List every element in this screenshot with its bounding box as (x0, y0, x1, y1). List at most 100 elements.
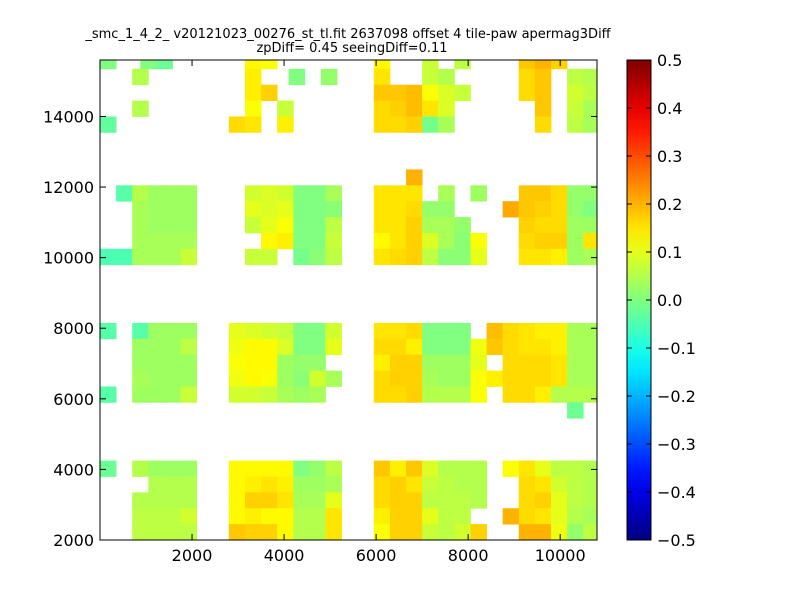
heatmap-cell (148, 338, 165, 356)
heatmap-cell (454, 508, 471, 525)
x-tick-label: 4000 (264, 546, 305, 565)
heatmap-cell (422, 524, 439, 541)
heatmap-cell (325, 322, 342, 340)
x-tick-label: 8000 (448, 546, 489, 565)
heatmap-cell (116, 185, 133, 202)
heatmap-cell (373, 508, 391, 525)
heatmap-cell (293, 524, 310, 541)
x-tick-label: 10000 (535, 546, 586, 565)
heatmap-cell (261, 248, 278, 266)
heatmap-cell (293, 476, 310, 493)
heatmap-cell (277, 338, 294, 356)
heatmap-cell (261, 492, 278, 509)
heatmap-cell (389, 201, 407, 218)
heatmap-cell (454, 217, 471, 234)
heatmap-cell (502, 370, 520, 387)
heatmap-cell (293, 492, 310, 509)
heatmap-cell (261, 460, 278, 477)
heatmap-cell (389, 84, 407, 101)
heatmap-cell (406, 492, 423, 509)
heatmap-cell (244, 248, 262, 266)
heatmap-cell (244, 476, 262, 493)
heatmap-cell (389, 508, 407, 525)
heatmap-cell (534, 524, 552, 541)
colorbar-tick-label: 0.5 (657, 51, 682, 70)
heatmap-cell (567, 116, 584, 133)
heatmap-cell (228, 524, 246, 541)
heatmap-cell (293, 232, 310, 250)
heatmap-cell (180, 460, 198, 477)
heatmap-cell (148, 248, 165, 266)
heatmap-cell (438, 338, 455, 356)
heatmap-cell (373, 60, 391, 70)
heatmap-cell (277, 116, 294, 133)
heatmap-cell (518, 84, 536, 101)
heatmap-cell (518, 217, 536, 234)
heatmap-cell (583, 217, 598, 234)
heatmap-cell (583, 354, 598, 371)
heatmap-cell (518, 492, 536, 509)
heatmap-cell (325, 508, 342, 525)
heatmap-cell (454, 322, 471, 340)
heatmap-cell (100, 116, 117, 133)
heatmap-cell (164, 370, 181, 387)
colorbar-tick-label: 0.0 (657, 291, 682, 310)
heatmap-cell (583, 232, 598, 250)
heatmap-cell (583, 201, 598, 218)
heatmap-cell (502, 322, 520, 340)
heatmap-cell (261, 386, 278, 403)
heatmap-cell (132, 322, 149, 340)
heatmap-cell (389, 370, 407, 387)
heatmap-cell (293, 338, 310, 356)
heatmap-cell (534, 217, 552, 234)
heatmap-cell (518, 248, 536, 266)
heatmap-cell (309, 370, 326, 387)
heatmap-cell (277, 476, 294, 493)
heatmap-cell (180, 508, 198, 525)
heatmap-cell (244, 386, 262, 403)
heatmap-cell (148, 524, 165, 541)
y-tick-label: 12000 (43, 178, 94, 197)
heatmap-cell (406, 169, 423, 186)
heatmap-cell (132, 524, 149, 541)
heatmap-cell (422, 386, 439, 403)
heatmap-cell (261, 217, 278, 234)
heatmap-cell (389, 524, 407, 541)
heatmap-cell (567, 476, 584, 493)
heatmap-cell (228, 492, 246, 509)
heatmap-cell (261, 508, 278, 525)
y-tick-label: 2000 (53, 531, 94, 550)
heatmap-cell (309, 460, 326, 477)
heatmap-cell (325, 524, 342, 541)
heatmap-cell (567, 100, 584, 117)
heatmap-cell (438, 248, 455, 266)
heatmap-cell (583, 248, 598, 266)
heatmap-cell (583, 185, 598, 202)
heatmap-cell (534, 354, 552, 371)
heatmap-cell (244, 370, 262, 387)
heatmap-cell (422, 232, 439, 250)
heatmap-cell (534, 232, 552, 250)
heatmap-cell (148, 322, 165, 340)
heatmap-cell (180, 492, 198, 509)
heatmap-cell (309, 508, 326, 525)
heatmap-cell (132, 338, 149, 356)
heatmap-cell (261, 60, 278, 70)
heatmap-cell (454, 354, 471, 371)
heatmap-cell (470, 476, 487, 493)
heatmap-cell (373, 322, 391, 340)
heatmap-cell (373, 217, 391, 234)
heatmap-cell (550, 508, 568, 525)
heatmap-cell (567, 68, 584, 86)
heatmap-cell (309, 248, 326, 266)
colorbar: 0.5 0.4 0.3 0.2 0.1 0.0 −0.1 −0.2 −0.3 −0.4 −0.5 (626, 51, 696, 550)
heatmap-cell (148, 386, 165, 403)
heatmap-cell (454, 524, 471, 541)
heatmap-cell (550, 248, 568, 266)
colorbar-tick-label: 0.2 (657, 195, 682, 214)
heatmap-cell (180, 201, 198, 218)
heatmap-cell (244, 217, 262, 234)
heatmap-cell (320, 68, 338, 86)
heatmap-cell (583, 386, 598, 403)
heatmap-cell (277, 460, 294, 477)
